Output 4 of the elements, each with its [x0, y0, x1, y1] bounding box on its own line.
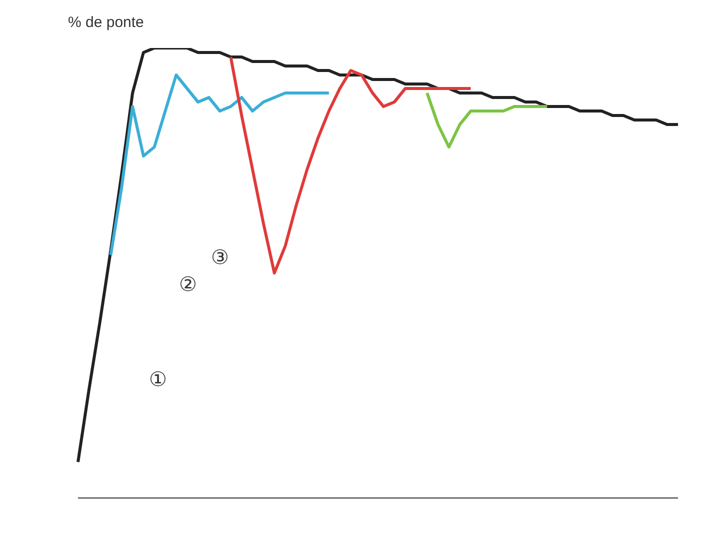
y-axis-title: % de ponte [68, 14, 144, 31]
annotation: ③ [210, 246, 230, 271]
annotation: ① [148, 368, 168, 393]
annotation: ② [178, 273, 198, 298]
